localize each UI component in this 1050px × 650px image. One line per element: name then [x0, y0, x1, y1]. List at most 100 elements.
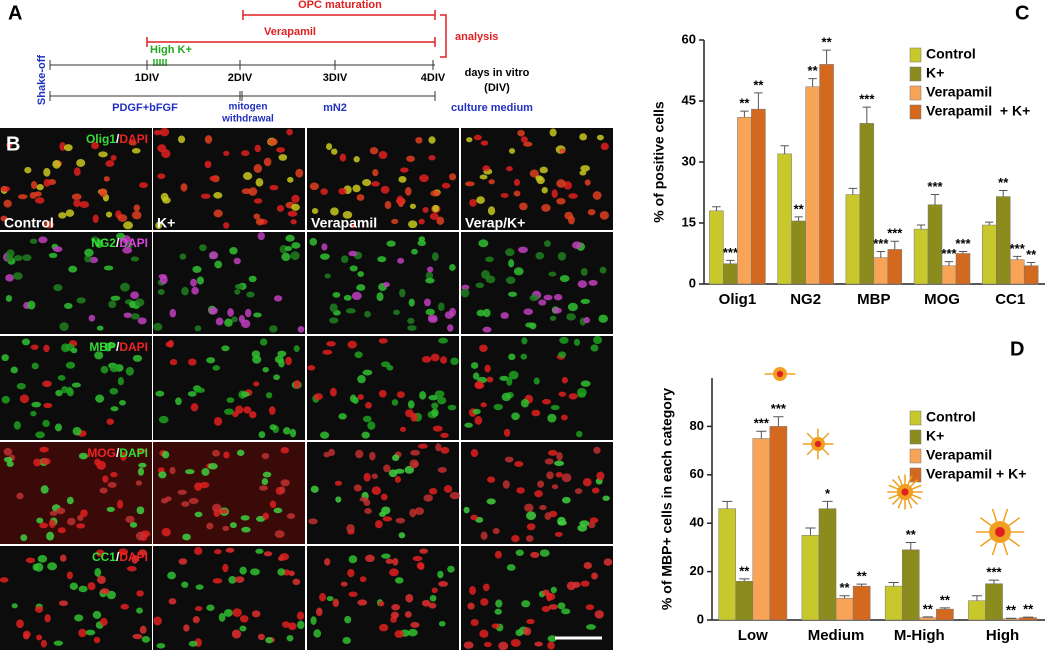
cell [129, 301, 136, 309]
cell [120, 603, 129, 610]
cell [536, 176, 545, 185]
error-bar [888, 581, 899, 587]
significance: *** [723, 245, 739, 260]
cell [424, 298, 431, 307]
cell [450, 357, 459, 366]
cell [338, 187, 347, 195]
cell [122, 246, 133, 254]
day-label: 3DIV [323, 72, 348, 84]
cell [100, 365, 109, 374]
cell [534, 490, 543, 498]
cell [394, 476, 401, 483]
cell [72, 426, 82, 436]
cell [579, 520, 590, 527]
y-tick-label: 20 [690, 563, 704, 578]
stain-label: Olig1/DAPI [86, 132, 148, 146]
cell [388, 469, 398, 478]
cell [356, 284, 366, 291]
cell [348, 250, 358, 257]
cell [590, 344, 599, 352]
cell [100, 588, 110, 595]
cell [382, 516, 393, 522]
cell [397, 257, 405, 264]
cell [117, 499, 124, 509]
cell [178, 558, 188, 565]
cell [160, 497, 168, 504]
cell [325, 143, 333, 151]
cell [415, 136, 423, 144]
cell [66, 571, 73, 580]
cell [431, 587, 438, 594]
cell [129, 522, 138, 528]
cell [470, 449, 479, 458]
cell [357, 394, 364, 400]
cell [518, 246, 528, 254]
cell [226, 397, 235, 403]
cell [326, 595, 334, 602]
cell [538, 299, 547, 306]
significance: *** [859, 92, 875, 107]
significance: *** [955, 236, 971, 251]
cell [352, 397, 359, 404]
cell [137, 467, 145, 476]
micrograph [461, 336, 613, 440]
cell [68, 265, 78, 273]
cell [167, 571, 176, 580]
cell [120, 451, 127, 461]
cell [472, 372, 480, 380]
bar [791, 220, 806, 285]
cell [542, 398, 551, 405]
cell [526, 618, 535, 625]
error-bar [905, 542, 916, 550]
cell [39, 522, 48, 529]
cell [84, 254, 92, 263]
cell [196, 387, 205, 393]
bar [901, 549, 920, 621]
cell [36, 634, 43, 641]
cell [234, 289, 241, 295]
cell [568, 193, 578, 199]
cell [586, 624, 596, 630]
cell [472, 408, 481, 415]
cell [425, 271, 433, 280]
cell [194, 325, 202, 332]
cell [94, 351, 104, 360]
cell [269, 325, 278, 333]
cell [440, 356, 448, 364]
cell [109, 387, 119, 395]
cell [594, 610, 604, 619]
bar [1023, 265, 1039, 285]
cell [309, 238, 318, 246]
cell [369, 147, 379, 155]
cell [447, 565, 455, 573]
cell [359, 576, 367, 583]
cell [600, 142, 609, 151]
cell [326, 341, 336, 347]
cell [574, 488, 583, 495]
cell [593, 335, 603, 345]
cell [274, 355, 284, 364]
cell [355, 449, 364, 459]
cell [243, 172, 253, 180]
cell [391, 218, 399, 224]
cell [207, 462, 218, 470]
cell [469, 585, 477, 595]
cell [324, 273, 331, 279]
cell [47, 562, 58, 571]
cell [40, 639, 47, 648]
error-bar [999, 189, 1008, 197]
cell [223, 222, 230, 229]
cell [480, 402, 487, 408]
cell [441, 182, 451, 189]
cell [567, 215, 575, 225]
cell [285, 356, 292, 366]
cell [566, 313, 576, 321]
cell [362, 369, 373, 376]
cell [478, 239, 489, 248]
stain-part: / [116, 446, 120, 460]
cell [37, 555, 48, 563]
cell [177, 489, 187, 495]
cell [253, 312, 262, 318]
cell [334, 480, 343, 486]
significance: ** [739, 563, 750, 578]
